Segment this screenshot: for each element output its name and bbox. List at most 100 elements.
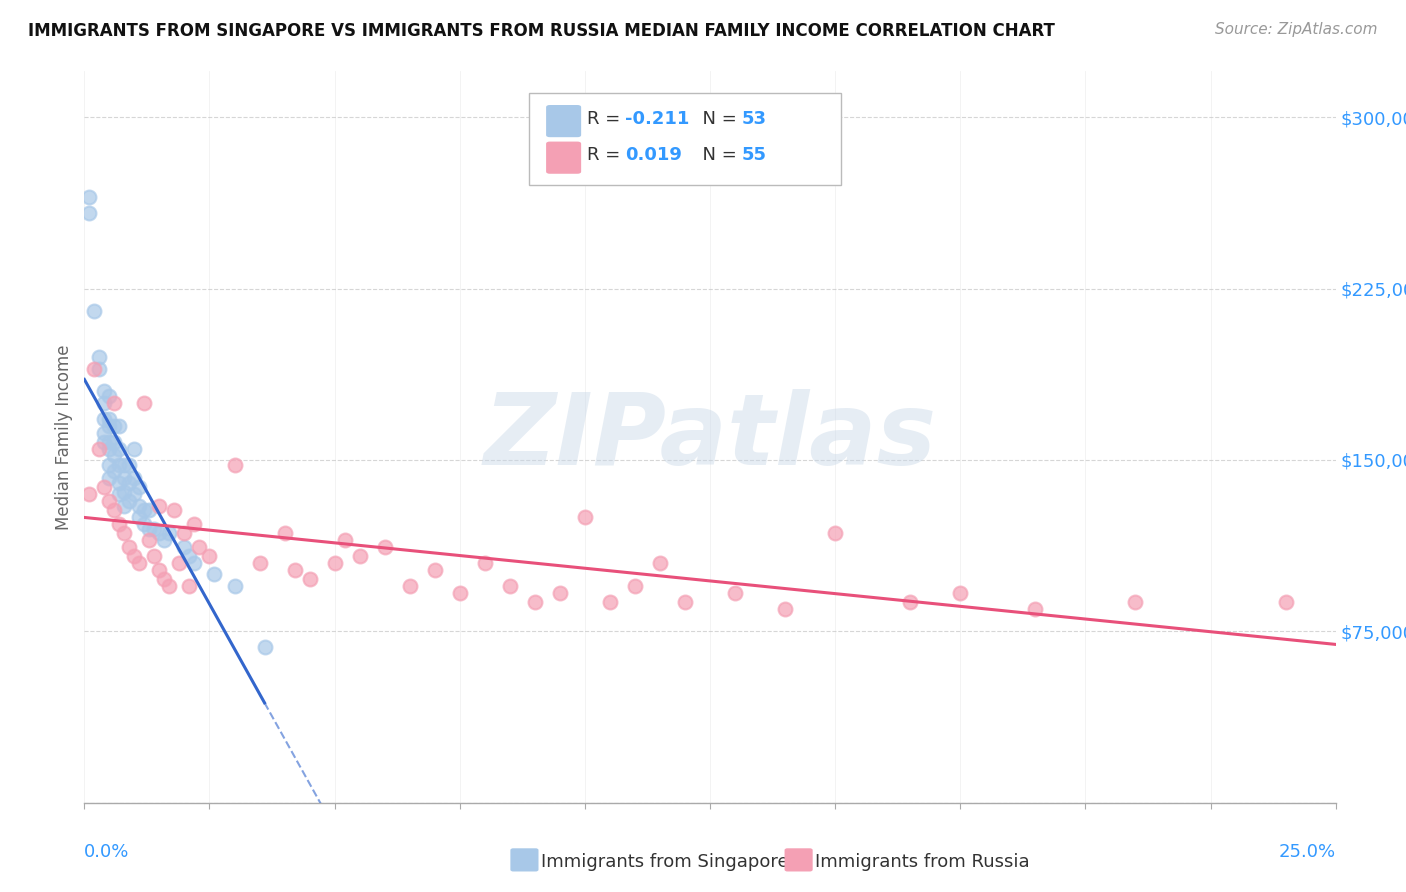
Point (128, 510, 150, 524)
Point (83, 304, 105, 318)
Point (103, 464, 125, 478)
Point (138, 503, 160, 517)
Point (898, 594, 921, 608)
Text: Source: ZipAtlas.com: Source: ZipAtlas.com (1215, 22, 1378, 37)
Point (169, 556, 191, 570)
Point (118, 540, 141, 554)
Point (173, 540, 195, 554)
Point (112, 499, 135, 513)
Point (599, 594, 621, 608)
Text: IMMIGRANTS FROM SINGAPORE VS IMMIGRANTS FROM RUSSIA MEDIAN FAMILY INCOME CORRELA: IMMIGRANTS FROM SINGAPORE VS IMMIGRANTS … (28, 22, 1054, 40)
Point (349, 549, 371, 563)
Point (124, 549, 146, 563)
Point (124, 471, 146, 485)
Point (103, 448, 125, 462)
Point (298, 572, 321, 586)
Point (112, 471, 135, 485)
FancyBboxPatch shape (546, 105, 581, 137)
Point (118, 458, 141, 472)
Point (79, 190, 101, 204)
Point (118, 475, 141, 490)
Text: 25.0%: 25.0% (1278, 843, 1336, 861)
Point (143, 521, 166, 535)
Text: N =: N = (692, 146, 742, 164)
Text: N =: N = (692, 110, 742, 128)
Point (128, 556, 150, 570)
Point (89, 442, 111, 456)
Point (153, 572, 176, 586)
Point (134, 396, 156, 410)
Point (159, 526, 181, 541)
Point (98, 471, 121, 485)
Point (128, 480, 150, 494)
Point (79, 487, 101, 501)
Point (183, 556, 205, 570)
Point (188, 540, 211, 554)
Point (138, 533, 160, 547)
Point (724, 585, 747, 599)
Point (173, 526, 195, 541)
Point (128, 499, 150, 513)
Point (103, 434, 125, 449)
Point (374, 540, 396, 554)
Point (624, 579, 647, 593)
Point (79, 206, 101, 220)
Point (1125, 594, 1147, 608)
FancyBboxPatch shape (546, 142, 581, 174)
Point (333, 533, 356, 547)
Point (824, 526, 846, 541)
Point (98, 434, 121, 449)
Point (112, 458, 135, 472)
Point (474, 556, 496, 570)
FancyBboxPatch shape (529, 94, 841, 185)
Point (148, 526, 170, 541)
Text: ZIPatlas: ZIPatlas (484, 389, 936, 485)
Point (148, 499, 170, 513)
Point (89, 350, 111, 364)
Text: R =: R = (588, 110, 627, 128)
Point (1274, 594, 1296, 608)
Point (93, 480, 115, 494)
Point (108, 475, 131, 490)
Point (204, 567, 226, 582)
Point (179, 579, 201, 593)
Point (103, 396, 125, 410)
Point (198, 549, 221, 563)
Point (253, 640, 276, 655)
Point (224, 579, 246, 593)
Point (98, 411, 121, 425)
Point (398, 579, 420, 593)
Point (98, 442, 121, 456)
Point (93, 396, 115, 410)
Point (224, 458, 246, 472)
Point (103, 418, 125, 433)
Point (93, 425, 115, 440)
Text: Immigrants from Singapore: Immigrants from Singapore (541, 853, 789, 871)
Point (98, 494, 121, 508)
Point (179, 549, 201, 563)
Point (108, 418, 131, 433)
Point (163, 503, 186, 517)
Point (548, 585, 571, 599)
Point (284, 563, 307, 577)
Point (108, 458, 131, 472)
Point (108, 516, 131, 531)
Point (423, 563, 446, 577)
Point (108, 442, 131, 456)
Point (148, 563, 170, 577)
Point (98, 389, 121, 403)
Point (273, 526, 295, 541)
Point (648, 556, 671, 570)
Point (499, 579, 522, 593)
Point (159, 579, 181, 593)
Text: Immigrants from Russia: Immigrants from Russia (815, 853, 1031, 871)
Point (143, 549, 166, 563)
Point (153, 533, 176, 547)
Point (93, 434, 115, 449)
Text: -0.211: -0.211 (624, 110, 689, 128)
Point (118, 494, 141, 508)
Point (108, 487, 131, 501)
Point (112, 526, 135, 541)
Text: 55: 55 (741, 146, 766, 164)
Point (103, 503, 125, 517)
